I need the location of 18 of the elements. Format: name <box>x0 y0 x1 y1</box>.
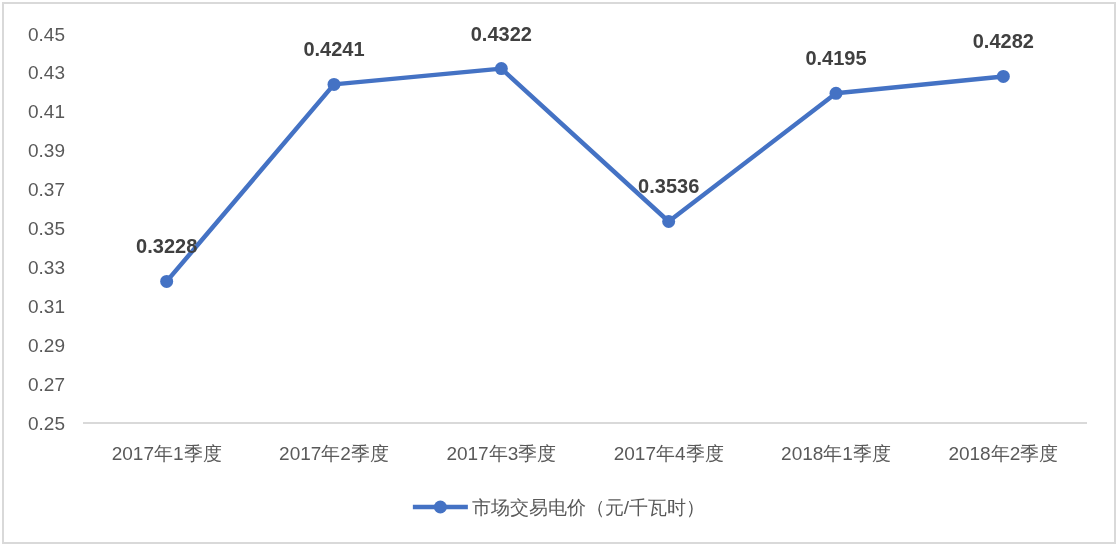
y-tick-label: 0.27 <box>28 373 65 395</box>
x-tick-label: 2017年1季度 <box>111 442 222 464</box>
y-tick-label: 0.45 <box>28 23 65 45</box>
y-tick-label: 0.25 <box>28 412 65 434</box>
x-tick-label: 2018年1季度 <box>781 442 891 464</box>
y-tick-label: 0.35 <box>28 218 65 239</box>
x-tick-label: 2017年3季度 <box>446 442 557 464</box>
y-tick-label: 0.43 <box>28 62 65 84</box>
legend-label: 市场交易电价（元/千瓦时） <box>471 496 706 518</box>
y-tick-label: 0.39 <box>28 140 65 162</box>
x-tick-label: 2017年2季度 <box>279 442 389 464</box>
x-tick-label: 2017年4季度 <box>613 442 724 464</box>
y-tick-label: 0.33 <box>28 256 65 278</box>
y-tick-label: 0.29 <box>28 334 65 356</box>
y-tick-label: 0.37 <box>28 179 65 201</box>
x-tick-label: 2018年2季度 <box>948 442 1059 464</box>
y-tick-label: 0.41 <box>28 101 65 123</box>
y-tick-label: 0.31 <box>28 295 65 317</box>
